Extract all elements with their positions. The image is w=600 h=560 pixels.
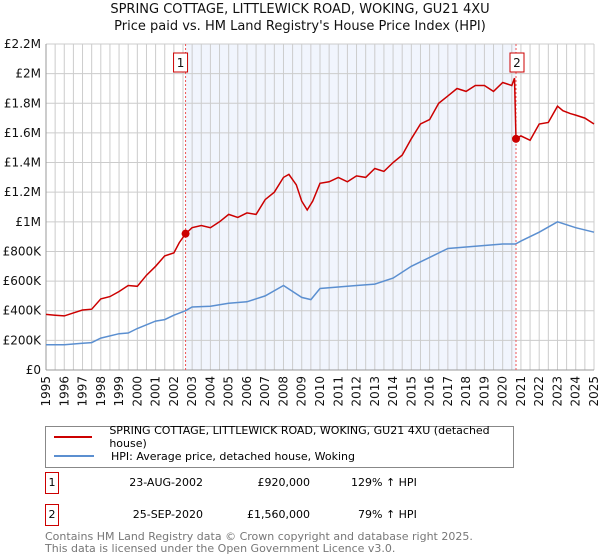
sale-point: [181, 229, 190, 238]
x-tick-label: 2025: [587, 376, 600, 407]
transaction-hpi: 129% ↑ HPI: [351, 476, 417, 489]
x-tick-label: 2006: [240, 376, 254, 407]
x-tick-label: 2024: [569, 376, 583, 407]
y-tick-label: £800K: [3, 244, 43, 258]
y-tick-label: £1.2M: [4, 185, 41, 199]
transaction-row: 2 25-SEP-2020 £1,560,000 79% ↑ HPI: [45, 504, 445, 526]
legend-label: SPRING COTTAGE, LITTLEWICK ROAD, WOKING,…: [109, 424, 490, 450]
x-tick-label: 2011: [331, 376, 345, 407]
footer-copyright: Contains HM Land Registry data © Crown c…: [45, 530, 473, 543]
y-tick-label: £1.6M: [4, 126, 41, 140]
y-tick-label: £0: [26, 363, 41, 377]
x-tick-label: 2015: [404, 376, 418, 407]
x-tick-label: 2019: [477, 376, 491, 407]
x-tick-label: 2010: [313, 376, 327, 407]
y-tick-label: £200K: [3, 333, 43, 347]
x-tick-label: 2005: [222, 376, 236, 407]
x-tick-label: 1998: [94, 376, 108, 407]
y-tick-label: £1M: [15, 215, 41, 229]
sale-marker-box: [509, 52, 525, 73]
x-tick-label: 2014: [386, 376, 400, 407]
legend-item-property: SPRING COTTAGE, LITTLEWICK ROAD, WOKING,…: [54, 424, 513, 450]
transaction-row: 1 23-AUG-2002 £920,000 129% ↑ HPI: [45, 472, 445, 494]
y-tick-label: £600K: [3, 274, 43, 288]
x-tick-label: 2007: [258, 376, 272, 407]
x-tick-label: 2008: [276, 376, 290, 407]
y-tick-label: £2.2M: [4, 37, 41, 51]
transaction-price: £920,000: [257, 476, 311, 489]
x-tick-label: 2001: [149, 376, 163, 407]
legend-item-hpi: HPI: Average price, detached house, Woki…: [54, 448, 355, 464]
x-tick-label: 2003: [185, 376, 199, 407]
legend-swatch-blue: [54, 455, 94, 457]
x-tick-label: 2022: [532, 376, 546, 407]
transaction-number: 1: [45, 472, 59, 494]
x-tick-label: 1996: [57, 376, 71, 407]
x-tick-label: 2017: [441, 376, 455, 407]
x-tick-label: 2000: [130, 376, 144, 407]
transaction-number: 2: [45, 504, 59, 526]
x-tick-label: 1997: [76, 376, 90, 407]
y-tick-label: £400K: [3, 304, 43, 318]
x-tick-label: 2020: [496, 376, 510, 407]
x-tick-label: 1999: [112, 376, 126, 407]
x-tick-label: 2018: [459, 376, 473, 407]
y-tick-label: £1.4M: [4, 156, 41, 170]
x-tick-label: 2013: [368, 376, 382, 407]
x-tick-label: 2012: [350, 376, 364, 407]
series-line: [46, 220, 595, 346]
sale-point: [512, 134, 521, 143]
x-tick-label: 2023: [550, 376, 564, 407]
footer: Contains HM Land Registry data © Crown c…: [45, 531, 473, 555]
legend-swatch-red: [54, 436, 93, 438]
x-tick-label: 2016: [423, 376, 437, 407]
y-tick-label: £1.8M: [4, 96, 41, 110]
footer-licence: This data is licensed under the Open Gov…: [45, 542, 396, 555]
transaction-date: 25-SEP-2020: [132, 508, 203, 521]
transaction-hpi: 79% ↑ HPI: [358, 508, 417, 521]
shaded-ownership-period: [185, 44, 517, 370]
sale-marker-label: 1: [177, 56, 185, 70]
y-tick-label: £2M: [15, 67, 41, 81]
legend-label: HPI: Average price, detached house, Woki…: [111, 449, 355, 463]
x-tick-label: 2021: [514, 376, 528, 407]
sale-marker-box: [173, 52, 189, 73]
price-chart: £0 £200K £400K £600K £800K £1M £1.2M £1.4M £1.6M…: [3, 37, 600, 407]
x-tick-label: 2004: [203, 376, 217, 407]
x-tick-label: 2002: [167, 376, 181, 407]
sale-marker-label: 2: [513, 56, 521, 70]
chart-subtitle: Price paid vs. HM Land Registry's House …: [114, 19, 486, 34]
chart-title: SPRING COTTAGE, LITTLEWICK ROAD, WOKING,…: [110, 2, 490, 17]
transaction-date: 23-AUG-2002: [129, 476, 203, 489]
x-tick-label: 1995: [39, 376, 53, 407]
transaction-price: £1,560,000: [247, 508, 310, 521]
legend: SPRING COTTAGE, LITTLEWICK ROAD, WOKING,…: [45, 424, 514, 468]
x-tick-label: 2009: [295, 376, 309, 407]
series-line: [45, 77, 595, 317]
